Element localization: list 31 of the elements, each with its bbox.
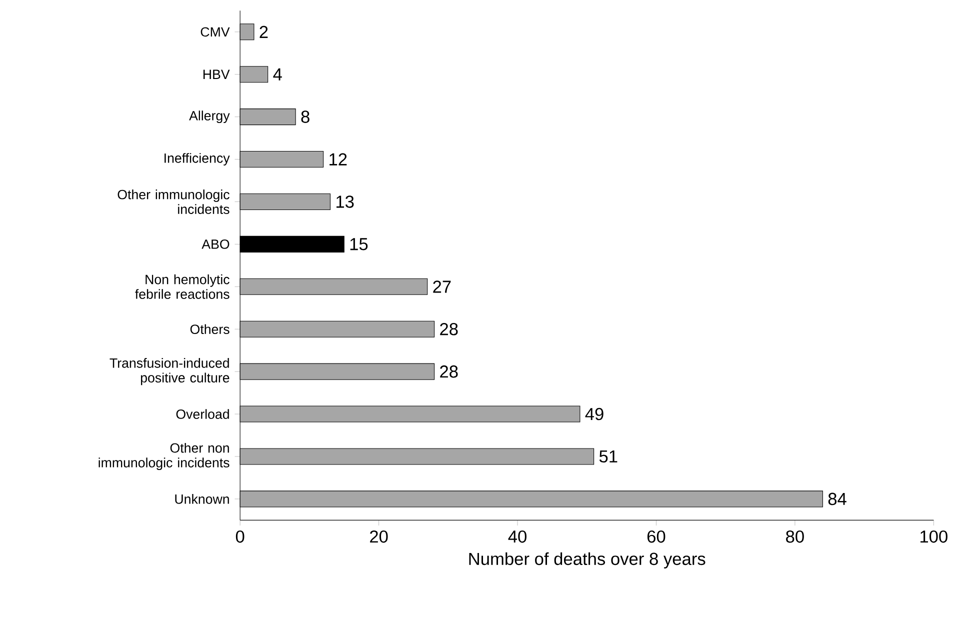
data-label: 12 [330, 153, 347, 166]
x-tick-label: 80 [786, 530, 804, 543]
y-tick-label: Other non immunologic incidents [98, 443, 230, 470]
data-label: 4 [273, 68, 282, 81]
data-label: 84 [828, 493, 846, 506]
x-axis-title: Number of deaths over 8 years [469, 552, 706, 569]
x-tick-label: 0 [236, 530, 244, 543]
y-tick-label: Inefficiency [164, 153, 230, 166]
y-tick-label: Overload [176, 409, 229, 420]
y-tick-label: HBV [203, 70, 230, 80]
data-label: 28 [440, 323, 458, 336]
y-tick-label: Allergy [189, 110, 230, 124]
data-label: 13 [336, 196, 354, 208]
y-tick-label: ABO [202, 240, 230, 250]
data-label: 15 [350, 238, 368, 250]
data-label: 2 [260, 26, 268, 38]
data-label: 8 [301, 110, 310, 124]
x-tick-label: 60 [647, 530, 666, 543]
x-tick-label: 20 [370, 530, 388, 543]
data-label: 28 [440, 366, 458, 378]
y-tick-label: Non hemolytic febrile reactions [135, 274, 230, 300]
data-label: 49 [585, 408, 604, 420]
x-tick-label: 40 [508, 530, 526, 543]
y-tick-label: Others [190, 324, 230, 334]
y-tick-label: Transfusion-induced positive culture [110, 358, 230, 386]
data-label: 27 [433, 280, 451, 293]
y-tick-label: CMV [200, 27, 230, 37]
x-tick-label: 100 [920, 530, 948, 543]
data-label: 51 [599, 450, 618, 463]
y-tick-label: Unknown [175, 494, 229, 504]
y-tick-label: Other immunologic incidents [118, 190, 230, 214]
